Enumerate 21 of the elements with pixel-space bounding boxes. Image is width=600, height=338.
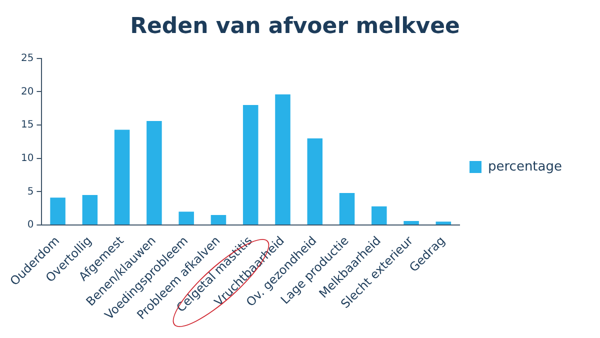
legend-label: percentage <box>488 159 562 174</box>
bar <box>307 138 323 224</box>
bar <box>82 195 98 224</box>
bar <box>372 206 387 224</box>
bar <box>339 193 355 224</box>
bar <box>242 105 258 224</box>
bar <box>404 221 419 224</box>
bar <box>436 222 452 224</box>
chart-title: Reden van afvoer melkvee <box>130 14 460 39</box>
bar <box>114 130 130 224</box>
bar <box>50 198 66 224</box>
y-tick-label: 5 <box>27 186 34 198</box>
y-tick-label: 10 <box>20 152 34 164</box>
bar <box>275 94 290 224</box>
y-tick-label: 20 <box>20 86 34 98</box>
y-tick-label: 0 <box>27 220 34 231</box>
y-tick-label: 25 <box>20 52 34 64</box>
bar <box>146 121 162 224</box>
bar <box>210 215 226 224</box>
y-tick-label: 15 <box>20 120 34 131</box>
bar <box>178 212 194 224</box>
